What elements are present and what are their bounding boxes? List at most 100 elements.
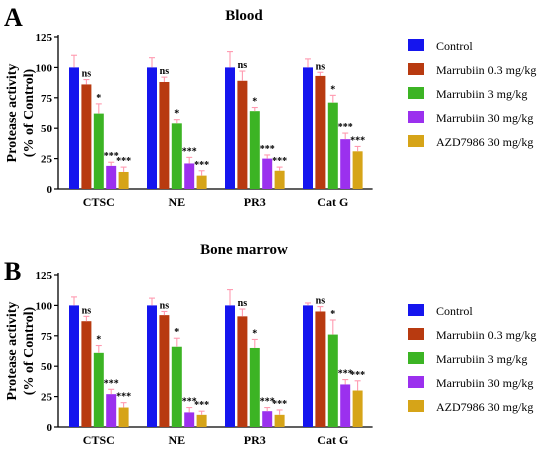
legend-swatch [408, 87, 424, 99]
y-tick-label: 75 [41, 331, 53, 343]
significance-label: *** [116, 392, 131, 403]
bar [159, 315, 170, 427]
y-tick-label: 50 [41, 123, 53, 135]
legend-label: Marrubiin 30 mg/kg [436, 111, 533, 125]
legend-swatch [408, 111, 424, 123]
legend-label: AZD7986 30 mg/kg [436, 135, 533, 149]
category-label: CTSC [83, 433, 115, 447]
bar [352, 151, 363, 189]
bar [81, 321, 92, 427]
bar [118, 407, 129, 427]
category-label: NE [168, 195, 185, 209]
bar [184, 163, 195, 189]
bar [225, 67, 235, 189]
y-tick-label: 125 [36, 32, 53, 44]
y-tick-label: 125 [36, 270, 53, 282]
bar [196, 414, 207, 427]
bar [249, 347, 260, 427]
bar [327, 334, 338, 427]
significance-label: *** [338, 122, 353, 133]
category-label: CTSC [83, 195, 115, 209]
significance-label: *** [104, 378, 119, 389]
significance-label: * [330, 84, 335, 95]
bar [93, 113, 104, 189]
bar [159, 81, 170, 189]
bar [340, 384, 351, 427]
legend-label: Marrubiin 3 mg/kg [436, 352, 527, 366]
significance-label: *** [350, 370, 365, 381]
legend-swatch [408, 400, 424, 412]
panel-b-letter: B [4, 257, 21, 286]
bar [81, 84, 92, 189]
legend-label: Marrubiin 0.3 mg/kg [436, 63, 536, 77]
significance-label: *** [272, 156, 287, 167]
significance-label: * [174, 327, 179, 338]
bar [340, 139, 351, 189]
bar [303, 305, 313, 427]
panel-b-ylabel-line1: Protease activity [5, 302, 20, 401]
legend-swatch [408, 135, 424, 147]
panel-b-plot: 0255075100125ns*******CTSCns*******NEns*… [36, 270, 373, 447]
significance-label: ns [160, 66, 170, 77]
y-tick-label: 75 [41, 93, 53, 105]
significance-label: * [330, 309, 335, 320]
legend-label: Control [436, 39, 473, 53]
bar [249, 111, 260, 189]
significance-label: *** [182, 397, 197, 408]
legend-swatch [408, 304, 424, 316]
legend-label: Marrubiin 30 mg/kg [436, 376, 533, 390]
bar [147, 305, 157, 427]
significance-label: ns [238, 60, 248, 71]
panel-a-title: Blood [225, 8, 263, 24]
significance-label: ns [316, 61, 326, 72]
y-tick-label: 100 [36, 300, 53, 312]
bar [274, 414, 285, 427]
significance-label: *** [350, 135, 365, 146]
significance-label: * [96, 93, 101, 104]
significance-label: ns [316, 296, 326, 307]
legend-swatch [408, 352, 424, 364]
bar [274, 170, 285, 189]
bar [315, 311, 326, 427]
category-label: PR3 [244, 433, 266, 447]
panel-b-legend: Control Marrubiin 0.3 mg/kg Marrubiin 3 mg… [408, 304, 536, 414]
significance-label: *** [194, 400, 209, 411]
bar [262, 411, 273, 427]
significance-label: ns [160, 300, 170, 311]
y-tick-label: 0 [47, 422, 53, 434]
bar [184, 412, 195, 427]
bar [171, 123, 182, 189]
y-tick-label: 50 [41, 361, 53, 373]
bar [196, 175, 207, 189]
legend-label: AZD7986 30 mg/kg [436, 400, 533, 414]
bar [69, 305, 79, 427]
bar [171, 346, 182, 427]
y-tick-label: 25 [41, 392, 53, 404]
bar [237, 316, 248, 427]
significance-label: * [252, 328, 257, 339]
significance-label: ns [238, 298, 248, 309]
category-label: Cat G [317, 195, 348, 209]
y-tick-label: 0 [47, 184, 53, 196]
legend-label: Marrubiin 3 mg/kg [436, 87, 527, 101]
significance-label: ns [82, 69, 92, 80]
bar [315, 75, 326, 189]
panel-b-title: Bone marrow [200, 242, 288, 258]
bar [147, 67, 157, 189]
y-tick-label: 25 [41, 154, 53, 166]
bar [262, 158, 273, 189]
significance-label: *** [260, 144, 275, 155]
significance-label: *** [182, 146, 197, 157]
legend-swatch [408, 63, 424, 75]
category-label: NE [168, 433, 185, 447]
significance-label: ns [82, 305, 92, 316]
bar [237, 80, 248, 189]
panel-b: B Bone marrow Protease activity (% of Co… [4, 242, 373, 447]
significance-label: *** [116, 156, 131, 167]
legend-swatch [408, 376, 424, 388]
significance-label: * [96, 335, 101, 346]
significance-label: *** [338, 369, 353, 380]
legend-label: Control [436, 304, 473, 318]
panel-a-ylabel-line1: Protease activity [5, 64, 20, 163]
